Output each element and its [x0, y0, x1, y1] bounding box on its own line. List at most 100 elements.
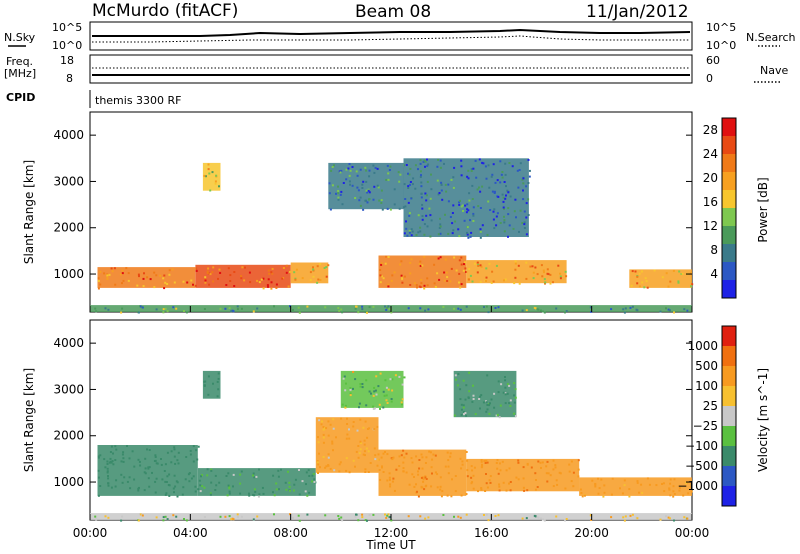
- power-echo-speckle: [493, 192, 496, 194]
- velocity-echo-speckle: [471, 400, 474, 403]
- power-echo-speckle: [407, 187, 410, 189]
- power-echo-speckle: [316, 281, 319, 284]
- velocity-echo-speckle: [126, 480, 129, 483]
- freq-right-tick-top: 60: [706, 54, 720, 67]
- velocity-echo-speckle: [498, 462, 501, 465]
- power-echo-speckle: [467, 169, 470, 172]
- power-echo-speckle: [348, 163, 351, 165]
- power-echo-speckle: [399, 173, 402, 176]
- velocity-echo-speckle: [357, 519, 360, 522]
- power-echo-speckle: [419, 307, 422, 310]
- velocity-echo-speckle: [395, 468, 398, 471]
- velocity-echo-speckle: [424, 476, 427, 479]
- velocity-echo-speckle: [345, 437, 348, 440]
- velocity-echo-speckle: [198, 479, 201, 482]
- velocity-echo-speckle: [331, 440, 334, 443]
- velocity-echo-speckle: [546, 460, 549, 463]
- velocity-echo-speckle: [361, 516, 364, 519]
- velocity-echo-speckle: [155, 516, 158, 519]
- power-echo-speckle: [490, 175, 493, 178]
- velocity-echo-speckle: [564, 487, 567, 490]
- velocity-echo-speckle: [357, 456, 360, 459]
- power-echo-speckle: [103, 272, 106, 275]
- power-echo-speckle: [401, 277, 404, 280]
- power-echo-speckle: [328, 182, 331, 185]
- power-echo-speckle: [364, 311, 367, 314]
- velocity-echo-speckle: [366, 428, 369, 430]
- power-echo-speckle: [270, 281, 273, 284]
- power-echo-speckle: [455, 269, 458, 272]
- velocity-echo-speckle: [329, 423, 332, 426]
- velocity-colorbar-swatch: [722, 326, 736, 346]
- power-echo-speckle: [408, 212, 411, 215]
- velocity-echo-speckle: [147, 467, 150, 470]
- velocity-colorbar-swatch: [722, 406, 736, 426]
- velocity-echo-speckle: [480, 459, 483, 462]
- power-echo-speckle: [282, 267, 285, 269]
- power-echo-speckle: [630, 284, 633, 287]
- power-echo-speckle: [624, 307, 627, 310]
- power-echo-speckle: [319, 279, 322, 281]
- power-echo-speckle: [525, 202, 528, 205]
- power-echo-speckle: [430, 188, 433, 191]
- power-echo-speckle: [422, 160, 425, 163]
- velocity-echo-speckle: [499, 404, 502, 407]
- velocity-echo-speckle: [465, 451, 468, 453]
- velocity-echo-speckle: [646, 477, 649, 480]
- power-echo-speckle: [398, 180, 401, 183]
- velocity-echo-speckle: [376, 425, 379, 428]
- velocity-echo-speckle: [577, 468, 580, 471]
- velocity-echo-speckle: [495, 414, 498, 417]
- power-echo-speckle: [503, 181, 506, 183]
- velocity-echo-speckle: [236, 516, 239, 519]
- power-echo-speckle: [496, 179, 499, 182]
- power-echo-speckle: [522, 182, 525, 185]
- power-echo-speckle: [552, 281, 554, 284]
- power-echo-speckle: [485, 305, 488, 308]
- velocity-echo-speckle: [386, 479, 389, 482]
- velocity-echo-speckle: [546, 480, 549, 483]
- velocity-echo-speckle: [673, 519, 675, 522]
- date-label: 11/Jan/2012: [586, 2, 689, 22]
- power-echo-speckle: [361, 305, 364, 308]
- velocity-echo-speckle: [411, 473, 414, 476]
- power-echo-speckle: [183, 310, 185, 312]
- velocity-echo-speckle: [209, 492, 212, 495]
- velocity-echo-speckle: [104, 515, 107, 518]
- power-echo-speckle: [440, 189, 443, 192]
- velocity-echo-speckle: [109, 451, 112, 453]
- velocity-echo-speckle: [537, 460, 540, 463]
- power-echo-speckle: [523, 210, 526, 213]
- power-echo-speckle: [559, 272, 562, 275]
- velocity-echo-speckle: [365, 447, 368, 450]
- power-echo-speckle: [348, 174, 351, 177]
- power-echo-speckle: [387, 256, 390, 258]
- power-echo-speckle: [372, 198, 375, 201]
- power-echo-speckle: [244, 266, 246, 269]
- velocity-echo-speckle: [114, 445, 117, 448]
- velocity-echo-speckle: [277, 475, 280, 478]
- power-echo-speckle: [504, 278, 507, 281]
- velocity-echo-speckle: [298, 493, 301, 496]
- velocity-echo-speckle: [424, 517, 427, 520]
- velocity-echo-speckle: [210, 469, 213, 472]
- power-echo-speckle: [405, 220, 407, 223]
- power-echo-speckle: [521, 309, 524, 312]
- velocity-echo-speckle: [543, 519, 546, 522]
- power-echo-speckle: [464, 267, 467, 270]
- power-echo-speckle: [195, 270, 198, 272]
- power-echo-speckle: [487, 164, 490, 167]
- velocity-echo-speckle: [552, 459, 555, 462]
- power-echo-speckle: [368, 175, 371, 178]
- velocity-echo-speckle: [166, 518, 169, 521]
- power-echo-speckle: [451, 232, 454, 235]
- velocity-echo-speckle: [385, 394, 388, 397]
- velocity-echo-speckle: [298, 469, 300, 471]
- velocity-echo-speckle: [496, 459, 499, 462]
- velocity-echo-speckle: [463, 413, 465, 416]
- power-echo-speckle: [400, 274, 403, 277]
- velocity-echo-speckle: [430, 466, 433, 469]
- power-echo-speckle: [409, 261, 412, 264]
- power-echo-speckle: [361, 183, 364, 186]
- power-echo-speckle: [385, 178, 388, 181]
